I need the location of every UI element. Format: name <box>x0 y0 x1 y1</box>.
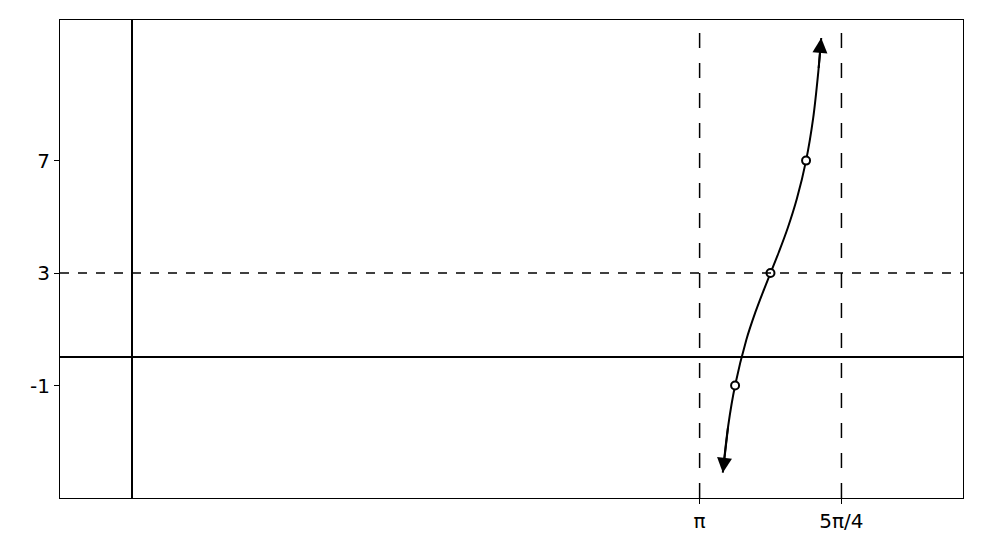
svg-text:5π/4: 5π/4 <box>819 509 863 533</box>
svg-text:3: 3 <box>37 261 50 285</box>
svg-text:π: π <box>694 509 706 533</box>
svg-text:-1: -1 <box>30 374 50 398</box>
svg-text:7: 7 <box>37 149 50 173</box>
